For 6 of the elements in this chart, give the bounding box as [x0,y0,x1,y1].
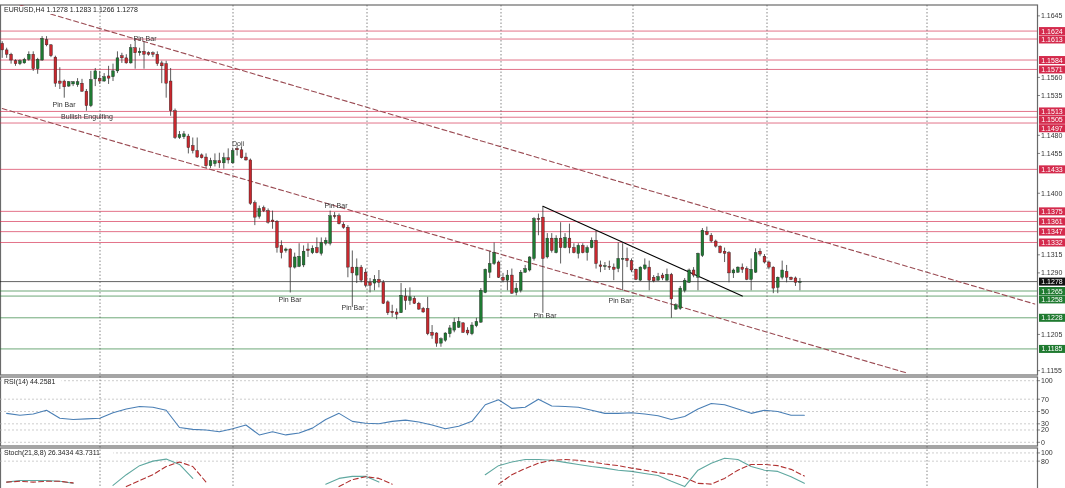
candlestick [403,287,408,311]
candlestick [727,250,731,283]
candlestick [567,223,572,254]
line-series [6,398,805,436]
candlestick [301,244,306,268]
candlestick [142,40,146,70]
